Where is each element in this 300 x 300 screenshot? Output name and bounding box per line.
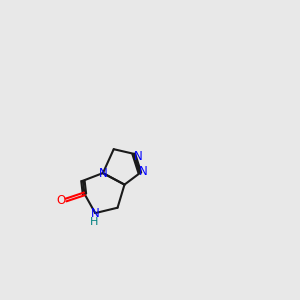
Text: H: H [89, 217, 98, 227]
Text: O: O [56, 194, 65, 206]
Text: N: N [134, 150, 143, 164]
Text: N: N [140, 165, 148, 178]
Text: N: N [91, 207, 100, 220]
Text: N: N [99, 167, 107, 180]
